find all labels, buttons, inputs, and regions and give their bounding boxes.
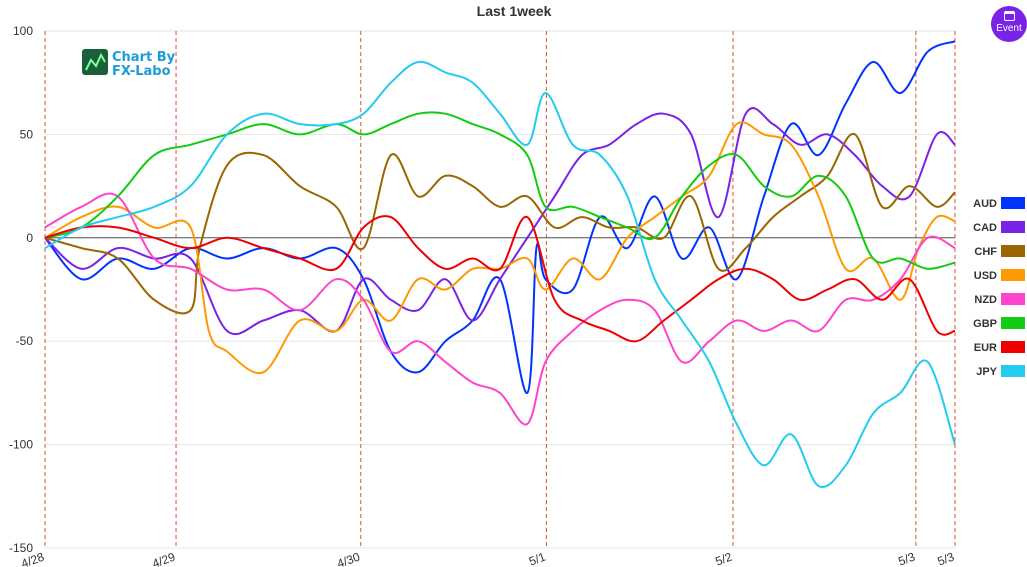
legend-swatch-cad — [1001, 221, 1025, 233]
legend: AUD CAD CHF USD NZD GBP EUR JPY — [973, 197, 1025, 378]
series-lines — [44, 40, 956, 489]
legend-label-eur: EUR — [974, 342, 997, 354]
x-tick-label: 4/29 — [150, 550, 177, 567]
y-tick-label: 50 — [20, 127, 34, 141]
series-line-nzd — [44, 192, 956, 426]
series-line-jpy — [44, 60, 956, 489]
calendar-icon — [1003, 11, 1015, 21]
event-button[interactable]: Event — [991, 6, 1027, 42]
y-tick-label: 0 — [26, 231, 33, 245]
y-tick-label: -100 — [9, 438, 33, 452]
series-line-aud — [44, 40, 956, 394]
legend-swatch-chf — [1001, 245, 1025, 257]
legend-label-jpy: JPY — [976, 366, 997, 378]
y-axis-ticks: 100 50 0 -50 -100 -150 — [9, 24, 33, 555]
series-line-gbp — [44, 111, 956, 270]
grid-lines — [45, 30, 955, 549]
x-tick-label: 5/2 — [714, 550, 735, 567]
logo: Chart By FX-Labo — [82, 49, 176, 79]
legend-label-cad: CAD — [973, 222, 997, 234]
logo-line2: FX-Labo — [112, 64, 171, 79]
event-button-label: Event — [996, 23, 1022, 34]
legend-swatch-usd — [1001, 269, 1025, 281]
legend-label-usd: USD — [974, 270, 997, 282]
x-tick-label: 5/3 — [936, 550, 957, 567]
chart-title: Last 1week — [477, 3, 552, 19]
legend-swatch-aud — [1001, 197, 1025, 209]
series-line-eur — [44, 215, 956, 343]
x-tick-label: 4/30 — [335, 550, 362, 567]
legend-swatch-nzd — [1001, 293, 1025, 305]
y-tick-label: -50 — [16, 334, 34, 348]
x-tick-label: 5/1 — [527, 550, 548, 567]
x-tick-label: 5/3 — [896, 550, 917, 567]
legend-swatch-jpy — [1001, 365, 1025, 377]
legend-label-aud: AUD — [973, 198, 997, 210]
legend-swatch-gbp — [1001, 317, 1025, 329]
series-line-usd — [44, 121, 956, 375]
legend-label-chf: CHF — [974, 246, 997, 258]
legend-label-nzd: NZD — [974, 294, 997, 306]
y-tick-label: 100 — [13, 24, 33, 38]
legend-label-gbp: GBP — [973, 318, 997, 330]
logo-line1: Chart By — [112, 50, 176, 65]
legend-swatch-eur — [1001, 341, 1025, 353]
x-axis-ticks: 4/28 4/29 4/30 5/1 5/2 5/3 5/3 — [19, 550, 956, 567]
day-separator-lines — [44, 31, 956, 548]
series-line-chf — [44, 133, 956, 315]
y-tick-label: -150 — [9, 541, 33, 555]
series-line-cad — [44, 107, 956, 336]
